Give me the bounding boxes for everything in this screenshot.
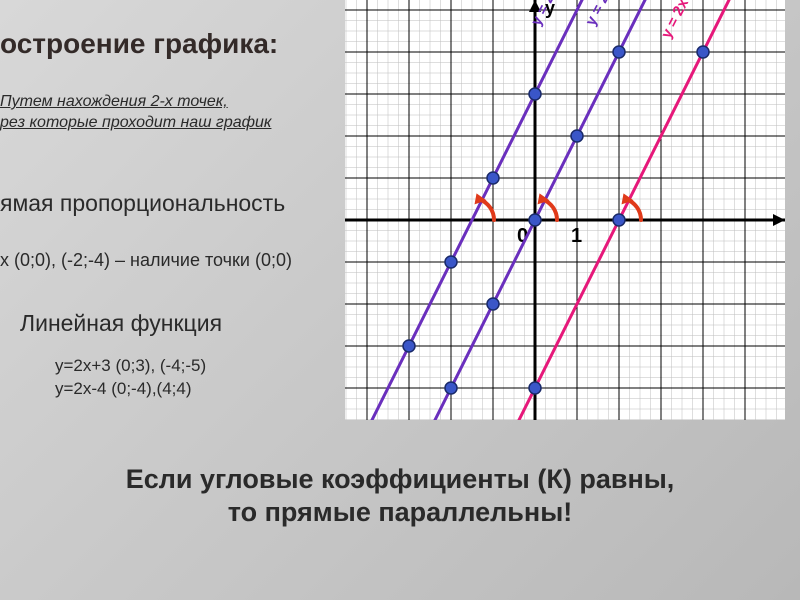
proportionality-heading: ямая пропорциональность <box>0 190 285 217</box>
subtitle-line1: Путем нахождения 2-х точек, <box>0 93 228 110</box>
svg-text:1: 1 <box>571 225 582 247</box>
linear-graph-chart: 01уy = 2x + 3y = 2xy = 2x – 4 <box>345 0 785 420</box>
subtitle-line2: рез которые проходит наш график <box>0 114 271 131</box>
conclusion-line1: Если угловые коэффициенты (К) равны, <box>126 464 675 494</box>
linear-function-heading: Линейная функция <box>20 310 222 337</box>
slide-subtitle: Путем нахождения 2-х точек, рез которые … <box>0 92 271 134</box>
linear-points-line1: y=2x+3 (0;3), (-4;-5) <box>55 356 206 375</box>
proportionality-points: x (0;0), (-2;-4) – наличие точки (0;0) <box>0 250 292 271</box>
slide-title: остроение графика: <box>0 28 278 60</box>
conclusion-line2: то прямые параллельны! <box>228 497 573 527</box>
linear-function-points: y=2x+3 (0;3), (-4;-5) y=2x-4 (0;-4),(4;4… <box>55 355 206 401</box>
linear-points-line2: y=2x-4 (0;-4),(4;4) <box>55 379 192 398</box>
conclusion-text: Если угловые коэффициенты (К) равны, то … <box>0 463 800 531</box>
